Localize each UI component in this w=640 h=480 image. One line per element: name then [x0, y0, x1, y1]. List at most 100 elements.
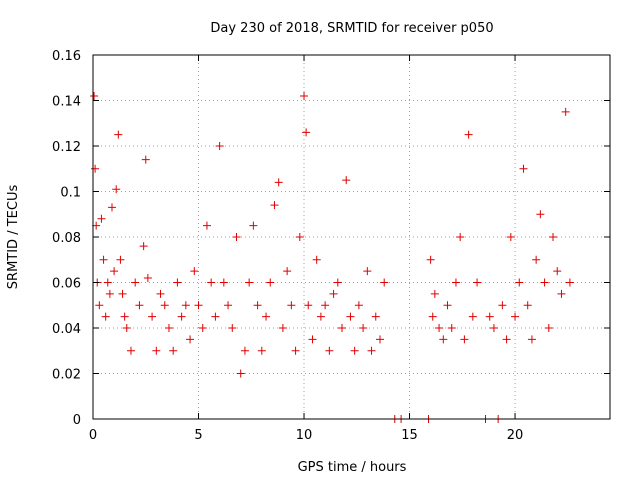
data-point [549, 233, 558, 241]
data-point [228, 324, 237, 332]
data-point [430, 289, 439, 298]
data-point [485, 312, 494, 321]
data-point [257, 346, 266, 355]
data-point [536, 210, 545, 219]
data-point [519, 164, 528, 173]
data-point [262, 312, 271, 321]
data-point [346, 312, 355, 321]
x-tick-label: 20 [507, 428, 524, 443]
data-point [350, 346, 359, 355]
data-point [99, 255, 108, 264]
data-point [152, 346, 161, 355]
data-point [473, 278, 482, 287]
data-point [426, 255, 435, 264]
data-point [202, 221, 211, 230]
data-point [333, 278, 342, 287]
data-point [253, 301, 262, 310]
data-point [219, 278, 228, 287]
data-point [523, 301, 532, 310]
axis-ticks: 0 0.02 0.04 0.06 0.08 0.1 0.12 0.14 0.16 0 5 10 15 20 [52, 49, 610, 443]
y-tick-label: 0.14 [52, 95, 81, 110]
data-point [211, 312, 220, 321]
data-point [160, 301, 169, 310]
data-point [428, 312, 437, 321]
chart-title: Day 230 of 2018, SRMTID for receiver p05… [210, 21, 493, 36]
data-point [502, 335, 511, 344]
data-point [312, 255, 321, 264]
data-point [177, 312, 186, 321]
data-point [342, 176, 351, 185]
data-point [447, 324, 456, 332]
data-point [367, 346, 376, 355]
x-axis-label: GPS time / hours [298, 460, 407, 475]
data-point [120, 312, 129, 321]
data-point [515, 278, 524, 287]
data-point [329, 289, 338, 298]
y-tick-label: 0.1 [60, 186, 81, 201]
y-tick-label: 0.16 [52, 49, 81, 64]
data-point [116, 255, 125, 264]
data-point [103, 278, 112, 287]
data-point [354, 301, 363, 310]
data-point [557, 289, 566, 298]
x-tick-label: 0 [89, 428, 97, 443]
data-point [375, 335, 384, 344]
data-point [107, 203, 116, 212]
data-point [169, 346, 178, 355]
data-point [565, 278, 574, 287]
data-point [266, 278, 275, 287]
data-point [278, 324, 287, 332]
data-point [506, 233, 515, 241]
data-point [101, 312, 110, 321]
y-tick-label: 0.08 [52, 231, 81, 246]
data-point [126, 346, 135, 355]
data-point [363, 267, 372, 276]
grid [93, 55, 610, 419]
data-point [380, 278, 389, 287]
data-point [553, 267, 562, 276]
data-point [148, 312, 157, 321]
data-point [460, 335, 469, 344]
y-tick-label: 0.02 [52, 368, 81, 383]
data-point [371, 312, 380, 321]
data-point [131, 278, 140, 287]
data-point [489, 324, 498, 332]
data-point [164, 324, 173, 332]
data-point [190, 267, 199, 276]
data-point [186, 335, 195, 344]
data-point [527, 335, 536, 344]
data-point [532, 255, 541, 264]
data-point [110, 267, 119, 276]
data-point [451, 278, 460, 287]
data-point [207, 278, 216, 287]
data-point [245, 278, 254, 287]
data-point [95, 301, 104, 310]
data-point [91, 164, 100, 173]
data-point [456, 233, 465, 241]
x-tick-label: 5 [194, 428, 202, 443]
data-point [464, 130, 473, 139]
data-point [118, 289, 127, 298]
data-point [439, 335, 448, 344]
data-point [316, 312, 325, 321]
data-point [540, 278, 549, 287]
data-point [511, 312, 520, 321]
data-point [338, 324, 347, 332]
data-point [544, 324, 553, 332]
x-tick-label: 10 [296, 428, 313, 443]
y-tick-label: 0 [73, 413, 81, 428]
data-point [173, 278, 182, 287]
data-point [114, 130, 123, 139]
data-point [143, 273, 152, 282]
data-point [287, 301, 296, 310]
data-point [308, 335, 317, 344]
data-point [359, 324, 368, 332]
data-point [141, 155, 150, 164]
data-point [249, 221, 258, 230]
data-points [90, 91, 574, 423]
data-point [304, 301, 313, 310]
data-point [156, 289, 165, 298]
data-point [112, 185, 121, 194]
data-point [325, 346, 334, 355]
data-point [283, 267, 292, 276]
